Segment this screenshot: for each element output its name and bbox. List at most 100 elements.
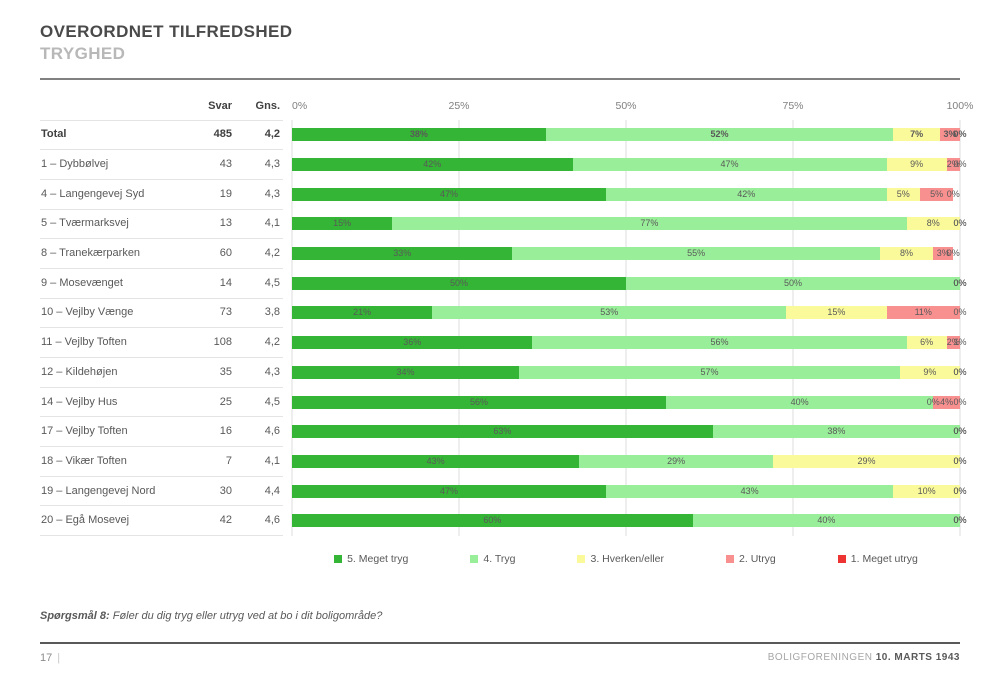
bar-segment-label: 0% [953,426,967,437]
bar-segment-label: 0% [946,188,960,199]
footer-branding: BOLIGFORENINGEN 10. MARTS 1943 [768,652,960,663]
table-row: Total 485 4,2 38% 52% 7% 3% 0% [40,120,967,151]
bar-segment-label: 55% [687,248,706,259]
legend: 5. Meget tryg 4. Tryg 3. Hverken/eller 2. U… [292,553,960,565]
bar-segment [512,247,880,261]
bar-segment [919,187,954,201]
gridline [959,120,961,536]
stacked-bar: 15% 77% 8% 0% 0% [292,217,967,231]
bar-segment-label: 0% [953,426,967,437]
bar-segment-label: 34% [396,366,415,377]
axis-tick: 25% [448,100,470,112]
bar-segment [292,484,606,498]
page-subtitle: TRYGHED [40,44,126,63]
bar-segment-label: 0% [953,426,967,437]
table-row: 19 – Langengevej Nord 30 4,4 47% 43% 10% 0%… [40,476,967,507]
bar-segment-label: 42% [737,188,756,199]
bar-segment-label: 43% [740,485,759,496]
row-label: 17 – Vejlby Toften [40,416,200,448]
table-row: 9 – Mosevænget 14 4,5 50% 50% 0% 0% 0% [40,268,967,299]
bar-segment [626,276,960,290]
bar-segment-label: 29% [667,455,686,466]
bar-segment-label: 0% [953,396,967,407]
bar-segment [605,484,894,498]
row-gns-value: 3,8 [235,298,283,329]
row-gns-value: 4,3 [235,149,283,180]
table-row: 11 – Vejlby Toften 108 4,2 36% 56% 6% 2% 1% [40,328,967,358]
bar-segment-label: 3% [936,248,950,259]
bar-segment [572,158,887,172]
bar-segment-label: 9% [923,366,937,377]
bar-segment [933,247,954,261]
axis-tick: 75% [782,100,804,112]
stacked-bar: 42% 47% 9% 2% 0% [292,158,967,172]
bar-segment-label: 0% [953,485,967,496]
row-label: 4 – Langengevej Syd [40,179,200,210]
legend-item: 1. Meget utryg [837,552,918,565]
bar-segment-label: 0% [953,159,967,170]
row-label: 8 – Tranekærparken [40,238,200,269]
row-bar-area: 38% 52% 7% 3% 0% [283,120,967,150]
question-label: Spørgsmål 8: [40,609,110,622]
bar-segment-label: 47% [439,188,458,199]
bar-segment-label: 5% [896,188,910,199]
bar-segment [893,484,960,498]
row-gns-value: 4,6 [235,416,283,448]
bar-segment-label: 2% [946,337,960,348]
bar-segment-label: 0% [953,455,967,466]
bar-segment [886,187,920,201]
bar-segment-label: 50% [783,277,803,288]
bar-segment-label: 0% [953,129,967,140]
bar-segment [292,514,693,528]
bar-segment-label: 47% [720,159,739,170]
row-label: 12 – Kildehøjen [40,357,200,388]
bar-segment [933,395,960,409]
bar-segment [899,365,960,379]
bar-segment-label: 0% [953,277,967,288]
bar-segment-label: 0% [953,366,967,377]
question-text: Spørgsmål 8: Føler du dig tryg eller utr… [40,610,960,622]
bar-segment-label: 60% [483,515,502,526]
bar-segment-label: 47% [439,485,458,496]
bar-segment [292,276,626,290]
bar-segment-label: 0% [953,218,967,229]
bar-segment [712,425,960,439]
table-row: 17 – Vejlby Toften 16 4,6 63% 38% 0% 0% 0% [40,416,967,448]
bar-segment [886,306,960,320]
gridline [291,120,293,536]
header-divider [40,78,960,80]
gridline-overlay [291,120,961,536]
table-row: 10 – Vejlby Vænge 73 3,8 21% 53% 15% 11% 0% [40,298,967,329]
bar-segment-label: 7% [910,129,924,140]
bar-segment [579,454,773,468]
bar-segment-label: 0% [953,515,967,526]
bar-segment [946,158,960,172]
row-gns-value: 4,5 [235,387,283,418]
column-header-svar: Svar [200,92,235,121]
row-svar-value: 42 [200,505,235,537]
bar-segment-label: 40% [817,515,836,526]
legend-label: 1. Meget utryg [850,552,918,565]
report-page: OVERORDNET TILFREDSHED TRYGHED Svar Gns.… [40,22,973,664]
row-label: 19 – Langengevej Nord [40,476,200,507]
legend-swatch-icon [726,554,735,563]
bar-segment-label: 33% [393,248,412,259]
footer-divider [40,641,960,644]
stacked-bar: 36% 56% 6% 2% 1% [292,336,967,350]
bar-segment-label: 0% [953,307,967,318]
bar-segment-label: 29% [857,455,876,466]
gridline [458,120,460,536]
bar-segment [292,128,546,142]
bar-segment [519,365,900,379]
bar-segment [545,128,894,142]
table-row: 18 – Vikær Toften 7 4,1 43% 29% 29% 0% 0% [40,447,967,477]
bar-segment [786,306,887,320]
axis-header: 0% 25% 50% 75% 100% [283,92,973,120]
table-row: 1 – Dybbølvej 43 4,3 42% 47% 9% 2% 0% [40,149,967,180]
bar-segment-label: 11% [914,307,932,318]
bar-segment [292,217,393,231]
header-spacer [40,92,200,121]
page-number-value: 17 [40,651,53,664]
stacked-bar: 33% 55% 8% 3% 0% [292,247,960,261]
bar-segment-label: 57% [700,366,719,377]
